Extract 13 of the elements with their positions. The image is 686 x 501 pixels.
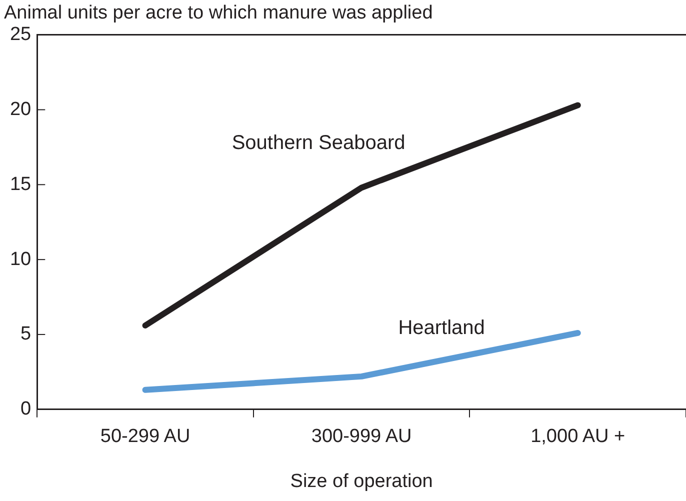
y-tick-label: 15 — [10, 174, 32, 195]
y-tick-label: 10 — [10, 248, 32, 270]
chart-title: Animal units per acre to which manure was applied — [4, 2, 433, 24]
x-tick-label: 1,000 AU + — [530, 426, 626, 448]
series-label: Southern Seaboard — [232, 132, 406, 154]
y-tick-label: 5 — [20, 324, 32, 345]
y-tick-label: 20 — [10, 98, 32, 120]
y-tick-label: 0 — [20, 398, 32, 420]
x-tick-label: 300-999 AU — [311, 426, 412, 448]
y-tick-label: 25 — [10, 24, 32, 46]
series-label: Heartland — [398, 316, 485, 339]
x-axis-title: Size of operation — [290, 470, 433, 492]
x-tick-label: 50-299 AU — [100, 426, 190, 448]
